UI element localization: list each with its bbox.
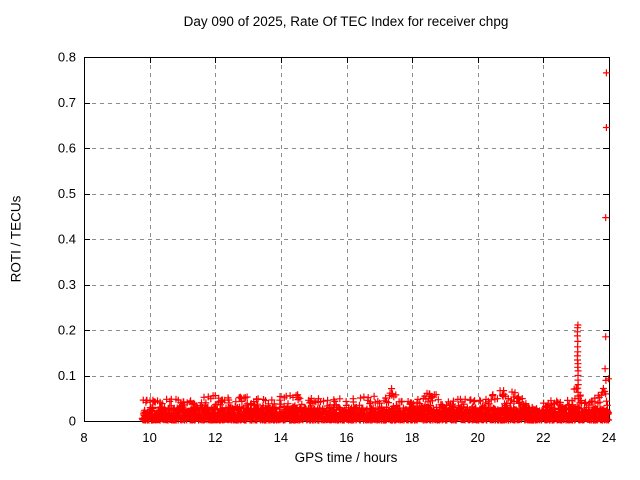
y-tick-labels: 0 0.1 0.2 0.3 0.4 0.5 0.6 0.7 0.8 — [58, 50, 76, 429]
y-tick-label: 0 — [69, 414, 76, 429]
x-tick-label: 22 — [536, 430, 550, 445]
x-tick-label: 14 — [274, 430, 288, 445]
x-tick-label: 18 — [405, 430, 419, 445]
x-tick-label: 10 — [142, 430, 156, 445]
axis-ticks — [84, 57, 610, 422]
x-tick-label: 16 — [339, 430, 353, 445]
x-tick-label: 12 — [208, 430, 222, 445]
data-points — [138, 69, 613, 424]
y-tick-label: 0.8 — [58, 50, 76, 65]
y-tick-label: 0.7 — [58, 95, 76, 110]
y-tick-label: 0.5 — [58, 186, 76, 201]
y-tick-label: 0.6 — [58, 141, 76, 156]
y-tick-label: 0.2 — [58, 323, 76, 338]
y-tick-label: 0.3 — [58, 277, 76, 292]
x-tick-labels: 8 10 12 14 16 18 20 22 24 — [80, 430, 616, 445]
y-tick-label: 0.4 — [58, 232, 76, 247]
x-tick-label: 24 — [602, 430, 616, 445]
x-axis-label: GPS time / hours — [294, 450, 398, 465]
plot-border — [84, 57, 610, 422]
x-tick-label: 8 — [80, 430, 87, 445]
chart-title: Day 090 of 2025, Rate Of TEC Index for r… — [183, 14, 509, 29]
gridlines — [84, 57, 609, 421]
x-tick-label: 20 — [471, 430, 485, 445]
y-tick-label: 0.1 — [58, 368, 76, 383]
